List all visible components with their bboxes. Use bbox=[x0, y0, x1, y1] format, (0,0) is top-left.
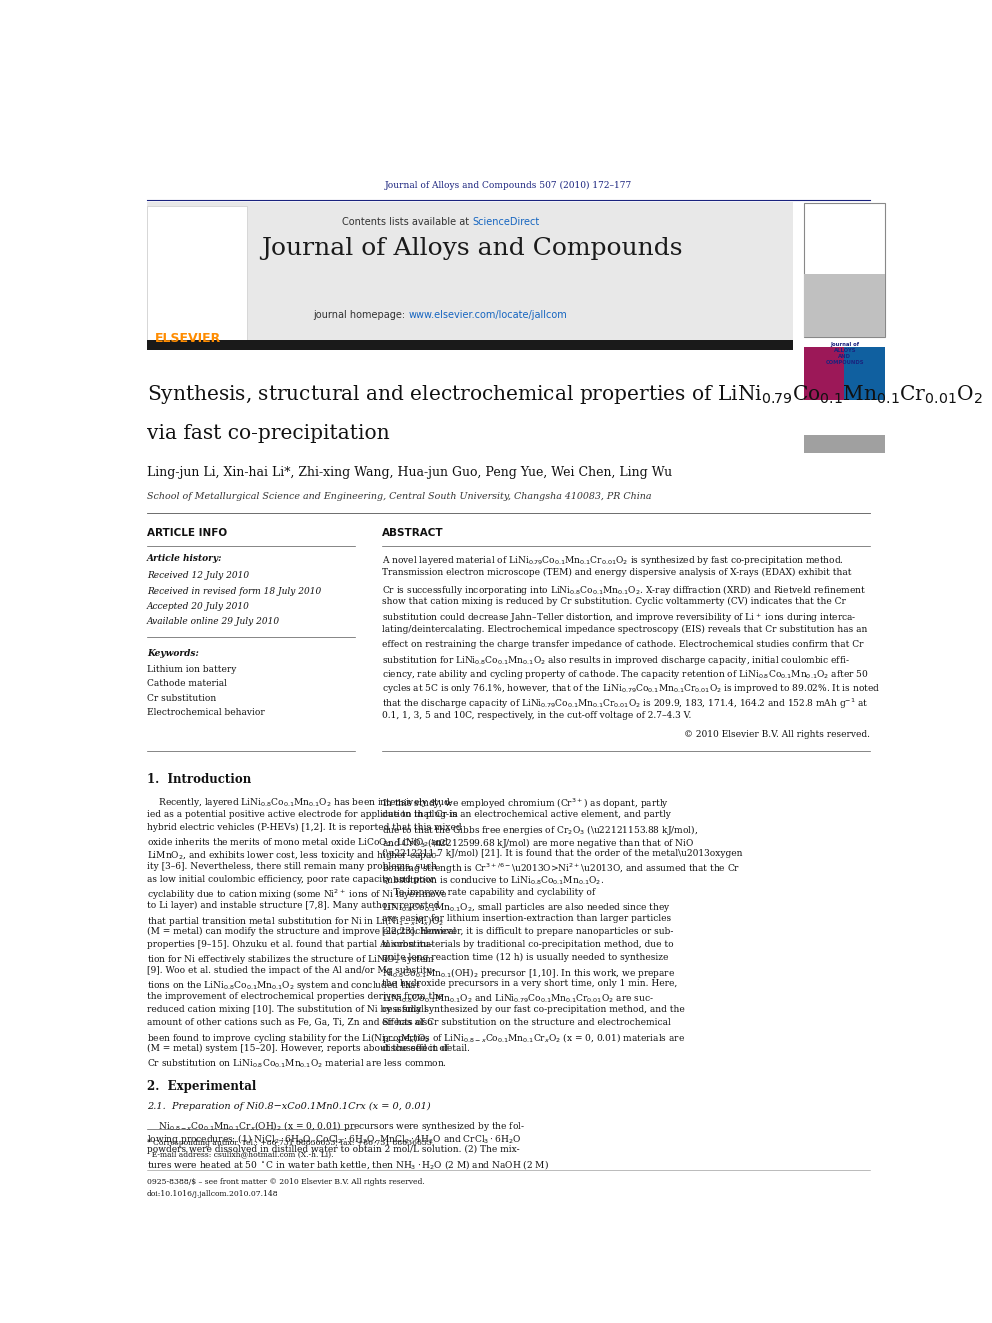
Bar bbox=[147, 201, 793, 340]
Text: LiNi$_{0.8}$Co$_{0.1}$Mn$_{0.1}$O$_2$, small particles are also needed since the: LiNi$_{0.8}$Co$_{0.1}$Mn$_{0.1}$O$_2$, s… bbox=[382, 901, 670, 914]
Text: Ling-jun Li, Xin-hai Li*, Zhi-xing Wang, Hua-jun Guo, Peng Yue, Wei Chen, Ling W: Ling-jun Li, Xin-hai Li*, Zhi-xing Wang,… bbox=[147, 467, 673, 479]
Text: (M = metal) system [15–20]. However, reports about the effect of: (M = metal) system [15–20]. However, rep… bbox=[147, 1044, 448, 1053]
Text: due to that Cr is an electrochemical active element, and partly: due to that Cr is an electrochemical act… bbox=[382, 810, 671, 819]
Text: In this study, we employed chromium (Cr$^{3+}$) as dopant, partly: In this study, we employed chromium (Cr$… bbox=[382, 796, 669, 811]
Text: tion for Ni effectively stabilizes the structure of LiNiO$_2$ system: tion for Ni effectively stabilizes the s… bbox=[147, 953, 435, 966]
Text: Cr substitution: Cr substitution bbox=[147, 693, 216, 703]
Text: that partial transition metal substitution for Ni in Li(Ni$_{1-x}$M$_x$)O$_2$: that partial transition metal substituti… bbox=[147, 914, 444, 927]
Text: bonding strength is Cr$^{3+/6-}$\u2013O>Ni$^{2+}$\u2013O, and assumed that the C: bonding strength is Cr$^{3+/6-}$\u2013O>… bbox=[382, 861, 740, 876]
Text: ARTICLE INFO: ARTICLE INFO bbox=[147, 528, 227, 537]
Text: Contents lists available at: Contents lists available at bbox=[342, 217, 472, 226]
Text: Journal of Alloys and Compounds 507 (2010) 172–177: Journal of Alloys and Compounds 507 (201… bbox=[385, 181, 632, 191]
Text: Ni$_{0.8}$Co$_{0.1}$Mn$_{0.1}$(OH)$_2$ precursor [1,10]. In this work, we prepar: Ni$_{0.8}$Co$_{0.1}$Mn$_{0.1}$(OH)$_2$ p… bbox=[382, 966, 675, 980]
Text: (M = metal) can modify the structure and improve electrochemical: (M = metal) can modify the structure and… bbox=[147, 927, 456, 935]
Text: 0925-8388/$ – see front matter © 2010 Elsevier B.V. All rights reserved.: 0925-8388/$ – see front matter © 2010 El… bbox=[147, 1179, 425, 1187]
Text: Journal of Alloys and Compounds: Journal of Alloys and Compounds bbox=[262, 237, 683, 261]
Bar bbox=[805, 435, 885, 454]
Text: * Corresponding author. Tel.: +86 731 88836633; fax: +86 731 88836633.: * Corresponding author. Tel.: +86 731 88… bbox=[147, 1139, 434, 1147]
Text: 2.1.  Preparation of Ni0.8−xCo0.1Mn0.1Crx (x = 0, 0.01): 2.1. Preparation of Ni0.8−xCo0.1Mn0.1Crx… bbox=[147, 1102, 431, 1111]
Text: LiMnO$_2$, and exhibits lower cost, less toxicity and higher capac-: LiMnO$_2$, and exhibits lower cost, less… bbox=[147, 848, 440, 861]
Text: substitution is conducive to LiNi$_{0.8}$Co$_{0.1}$Mn$_{0.1}$O$_2$.: substitution is conducive to LiNi$_{0.8}… bbox=[382, 875, 604, 888]
Text: show that cation mixing is reduced by Cr substitution. Cyclic voltammerty (CV) i: show that cation mixing is reduced by Cr… bbox=[382, 597, 845, 606]
Text: Electrochemical behavior: Electrochemical behavior bbox=[147, 708, 265, 717]
Text: to Li layer) and instable structure [7,8]. Many authors reported: to Li layer) and instable structure [7,8… bbox=[147, 901, 439, 910]
Text: tures were heated at 50 $^\circ$C in water bath kettle, then NH$_3\cdot$H$_2$O (: tures were heated at 50 $^\circ$C in wat… bbox=[147, 1159, 549, 1171]
Text: Cr substitution on LiNi$_{0.8}$Co$_{0.1}$Mn$_{0.1}$O$_2$ material are less commo: Cr substitution on LiNi$_{0.8}$Co$_{0.1}… bbox=[147, 1057, 447, 1070]
Text: hybrid electric vehicles (P-HEVs) [1,2]. It is reported that this mixed: hybrid electric vehicles (P-HEVs) [1,2].… bbox=[147, 823, 461, 832]
Text: reduced cation mixing [10]. The substitution of Ni by a small: reduced cation mixing [10]. The substitu… bbox=[147, 1005, 427, 1015]
Bar bbox=[844, 347, 885, 400]
Text: quite long reaction time (12 h) is usually needed to synthesize: quite long reaction time (12 h) is usual… bbox=[382, 953, 668, 962]
Text: cycles at 5C is only 76.1%, however, that of the LiNi$_{0.79}$Co$_{0.1}$Mn$_{0.1: cycles at 5C is only 76.1%, however, tha… bbox=[382, 683, 880, 696]
Text: effect on restraining the charge transfer impedance of cathode. Electrochemical : effect on restraining the charge transfe… bbox=[382, 639, 863, 648]
Text: that the discharge capacity of LiNi$_{0.79}$Co$_{0.1}$Mn$_{0.1}$Cr$_{0.01}$O$_2$: that the discharge capacity of LiNi$_{0.… bbox=[382, 697, 868, 710]
Text: due to that the Gibbs free energies of Cr$_2$O$_3$ (\u22121153.88 kJ/mol),: due to that the Gibbs free energies of C… bbox=[382, 823, 697, 836]
Text: © 2010 Elsevier B.V. All rights reserved.: © 2010 Elsevier B.V. All rights reserved… bbox=[683, 730, 870, 740]
Text: 2.  Experimental: 2. Experimental bbox=[147, 1081, 256, 1094]
Text: ity [3–6]. Nevertheless, there still remain many problems, such: ity [3–6]. Nevertheless, there still rem… bbox=[147, 861, 437, 871]
Text: Article history:: Article history: bbox=[147, 554, 222, 564]
Text: Received 12 July 2010: Received 12 July 2010 bbox=[147, 572, 249, 581]
Text: [9]. Woo et al. studied the impact of the Al and/or Mg substitu-: [9]. Woo et al. studied the impact of th… bbox=[147, 966, 435, 975]
Text: Ni$_{0.8-x}$Co$_{0.1}$Mn$_{0.1}$Cr$_x$(OH)$_2$ (x = 0, 0.01) precursors were syn: Ni$_{0.8-x}$Co$_{0.1}$Mn$_{0.1}$Cr$_x$(O… bbox=[147, 1119, 525, 1134]
Text: effects of Cr substitution on the structure and electrochemical: effects of Cr substitution on the struct… bbox=[382, 1019, 671, 1027]
Bar bbox=[805, 274, 885, 337]
Text: Keywords:: Keywords: bbox=[147, 648, 199, 658]
Text: [22,23]. However, it is difficult to prepare nanoparticles or sub-: [22,23]. However, it is difficult to pre… bbox=[382, 927, 673, 935]
Text: To improve rate capability and cyclability of: To improve rate capability and cyclabili… bbox=[382, 888, 594, 897]
Text: LiNi$_{0.8}$Co$_{0.1}$Mn$_{0.1}$O$_2$ and LiNi$_{0.79}$Co$_{0.1}$Mn$_{0.1}$Cr$_{: LiNi$_{0.8}$Co$_{0.1}$Mn$_{0.1}$O$_2$ an… bbox=[382, 992, 654, 1004]
Text: journal homepage:: journal homepage: bbox=[313, 310, 409, 320]
Text: oxide inherits the merits of mono metal oxide LiCoO$_2$, LiNiO$_2$ and: oxide inherits the merits of mono metal … bbox=[147, 836, 449, 848]
Text: as low initial coulombic efficiency, poor rate capacity and poor: as low initial coulombic efficiency, poo… bbox=[147, 875, 434, 884]
Text: the improvement of electrochemical properties derives from the: the improvement of electrochemical prope… bbox=[147, 992, 443, 1002]
Bar bbox=[147, 340, 793, 351]
Text: substitution could decrease Jahn–Teller distortion, and improve reversibility of: substitution could decrease Jahn–Teller … bbox=[382, 611, 856, 624]
Text: School of Metallurgical Science and Engineering, Central South University, Chang: School of Metallurgical Science and Engi… bbox=[147, 492, 652, 501]
Text: cessfully synthesized by our fast co-precipitation method, and the: cessfully synthesized by our fast co-pre… bbox=[382, 1005, 684, 1015]
Text: lating/deintercalating. Electrochemical impedance spectroscopy (EIS) reveals tha: lating/deintercalating. Electrochemical … bbox=[382, 626, 867, 635]
Text: 1.  Introduction: 1. Introduction bbox=[147, 773, 251, 786]
Text: properties [9–15]. Ohzuku et al. found that partial Al substitu-: properties [9–15]. Ohzuku et al. found t… bbox=[147, 939, 433, 949]
Text: lowing procedures: (1) NiCl$_2\cdot$6H$_2$O, CoCl$_2\cdot$6H$_2$O, MnCl$_2\cdot$: lowing procedures: (1) NiCl$_2\cdot$6H$_… bbox=[147, 1132, 522, 1146]
Text: ied as a potential positive active electrode for application in plug-in: ied as a potential positive active elect… bbox=[147, 810, 458, 819]
Text: ELSEVIER: ELSEVIER bbox=[155, 332, 221, 345]
Bar bbox=[147, 205, 247, 340]
Text: via fast co-precipitation: via fast co-precipitation bbox=[147, 423, 390, 443]
Text: Cr is successfully incorporating into LiNi$_{0.8}$Co$_{0.1}$Mn$_{0.1}$O$_2$. X-r: Cr is successfully incorporating into Li… bbox=[382, 582, 865, 597]
Text: the hydroxide precursors in a very short time, only 1 min. Here,: the hydroxide precursors in a very short… bbox=[382, 979, 677, 988]
Text: Recently, layered LiNi$_{0.8}$Co$_{0.1}$Mn$_{0.1}$O$_2$ has been intensively stu: Recently, layered LiNi$_{0.8}$Co$_{0.1}$… bbox=[147, 796, 453, 810]
Text: substitution for LiNi$_{0.8}$Co$_{0.1}$Mn$_{0.1}$O$_2$ also results in improved : substitution for LiNi$_{0.8}$Co$_{0.1}$M… bbox=[382, 654, 849, 667]
Text: www.elsevier.com/locate/jallcom: www.elsevier.com/locate/jallcom bbox=[409, 310, 567, 320]
Bar bbox=[805, 202, 885, 337]
Text: cyclability due to cation mixing (some Ni$^{2+}$ ions of Ni layer move: cyclability due to cation mixing (some N… bbox=[147, 888, 447, 902]
Text: powders were dissolved in distilled water to obtain 2 mol/L solution. (2) The mi: powders were dissolved in distilled wate… bbox=[147, 1146, 520, 1155]
Text: Transmission electron microscope (TEM) and energy dispersive analysis of X-rays : Transmission electron microscope (TEM) a… bbox=[382, 569, 851, 577]
Text: Synthesis, structural and electrochemical properties of LiNi$_{0.79}$Co$_{0.1}$M: Synthesis, structural and electrochemica… bbox=[147, 382, 983, 406]
Text: A novel layered material of LiNi$_{0.79}$Co$_{0.1}$Mn$_{0.1}$Cr$_{0.01}$O$_2$ is: A novel layered material of LiNi$_{0.79}… bbox=[382, 554, 843, 568]
Text: discussed in detail.: discussed in detail. bbox=[382, 1044, 469, 1053]
Text: ScienceDirect: ScienceDirect bbox=[472, 217, 540, 226]
Text: Journal of
ALLOYS
AND
COMPOUNDS: Journal of ALLOYS AND COMPOUNDS bbox=[825, 343, 864, 365]
Text: are easier for lithium insertion-extraction than larger particles: are easier for lithium insertion-extract… bbox=[382, 914, 671, 923]
Text: (\u2212211.7 kJ/mol) [21]. It is found that the order of the metal\u2013oxygen: (\u2212211.7 kJ/mol) [21]. It is found t… bbox=[382, 848, 742, 857]
Text: 0.1, 1, 3, 5 and 10C, respectively, in the cut-off voltage of 2.7–4.3 V.: 0.1, 1, 3, 5 and 10C, respectively, in t… bbox=[382, 710, 690, 720]
Text: Accepted 20 July 2010: Accepted 20 July 2010 bbox=[147, 602, 250, 611]
Bar bbox=[805, 347, 844, 400]
Text: Cathode material: Cathode material bbox=[147, 679, 227, 688]
Text: ciency, rate ability and cycling property of cathode. The capacity retention of : ciency, rate ability and cycling propert… bbox=[382, 668, 868, 681]
Text: ABSTRACT: ABSTRACT bbox=[382, 528, 443, 537]
Text: amount of other cations such as Fe, Ga, Ti, Zn and Sr has also: amount of other cations such as Fe, Ga, … bbox=[147, 1019, 433, 1027]
Text: Lithium ion battery: Lithium ion battery bbox=[147, 665, 236, 673]
Text: Available online 29 July 2010: Available online 29 July 2010 bbox=[147, 617, 280, 626]
Text: micron materials by traditional co-precipitation method, due to: micron materials by traditional co-preci… bbox=[382, 939, 674, 949]
Text: properties of LiNi$_{0.8-x}$Co$_{0.1}$Mn$_{0.1}$Cr$_x$O$_2$ (x = 0, 0.01) materi: properties of LiNi$_{0.8-x}$Co$_{0.1}$Mn… bbox=[382, 1031, 684, 1045]
Text: Received in revised form 18 July 2010: Received in revised form 18 July 2010 bbox=[147, 586, 321, 595]
Text: E-mail address: csulixh@hotmail.com (X.-h. Li).: E-mail address: csulixh@hotmail.com (X.-… bbox=[147, 1150, 333, 1158]
Text: doi:10.1016/j.jallcom.2010.07.148: doi:10.1016/j.jallcom.2010.07.148 bbox=[147, 1189, 279, 1197]
Text: tions on the LiNi$_{0.8}$Co$_{0.1}$Mn$_{0.1}$O$_2$ system and concluded that: tions on the LiNi$_{0.8}$Co$_{0.1}$Mn$_{… bbox=[147, 979, 421, 992]
Text: been found to improve cycling stability for the Li(Ni$_{1-x}$M$_x$)O$_2$: been found to improve cycling stability … bbox=[147, 1031, 431, 1045]
Text: and CrO$_3$ (\u2212599.68 kJ/mol) are more negative than that of NiO: and CrO$_3$ (\u2212599.68 kJ/mol) are mo… bbox=[382, 836, 693, 849]
